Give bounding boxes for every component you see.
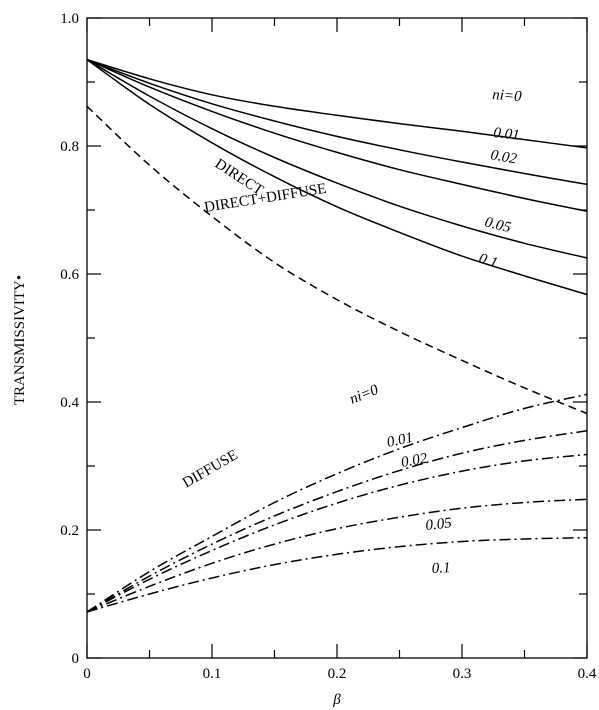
plot-frame — [86, 17, 588, 659]
series-line-5 — [86, 105, 588, 415]
series-line-4 — [86, 58, 588, 296]
series-line-2 — [86, 58, 588, 213]
label-005-diffuse: 0.05 — [425, 515, 453, 534]
x-tick-label: 0.3 — [453, 666, 472, 682]
y-axis-title: TRANSMISSIVITY• — [12, 275, 28, 405]
label-direct: DIRECT — [212, 156, 266, 199]
label-002-diffuse: 0.02 — [400, 451, 429, 471]
label-01-total: 0.1 — [477, 251, 500, 272]
y-tick-label: 0 — [72, 651, 80, 667]
y-tick-label: 0.4 — [60, 395, 79, 411]
x-tick-label: 0 — [83, 666, 91, 682]
series-line-0 — [86, 58, 588, 149]
label-01-diffuse: 0.1 — [431, 560, 451, 577]
axis-ticks — [86, 17, 588, 659]
x-tick-label: 0.4 — [578, 666, 597, 682]
series-line-9 — [86, 498, 588, 613]
series-line-8 — [86, 453, 588, 613]
label-001-diffuse: 0.01 — [386, 430, 415, 451]
label-ni0-total: ni=0 — [492, 87, 523, 105]
label-002-total: 0.02 — [489, 147, 518, 167]
tick-labels: 0 0.1 0.2 0.3 0.4 0 0.2 0.4 0.6 0.8 1.0 — [60, 11, 597, 682]
curve-labels: DIRECT+DIFFUSEDIRECTDIFFUSEni=00.010.020… — [180, 87, 523, 577]
y-tick-label: 1.0 — [60, 11, 79, 27]
series-line-1 — [86, 58, 588, 186]
x-tick-label: 0.2 — [328, 666, 347, 682]
series-line-6 — [86, 393, 588, 613]
label-ni0-diffuse: ni=0 — [348, 382, 382, 408]
label-001-total: 0.01 — [493, 125, 521, 144]
y-tick-label: 0.2 — [60, 523, 79, 539]
x-axis-title: β — [332, 692, 341, 708]
x-tick-label: 0.1 — [203, 666, 222, 682]
curves — [86, 58, 588, 613]
label-diffuse: DIFFUSE — [180, 447, 241, 491]
label-005-total: 0.05 — [483, 214, 513, 236]
series-line-3 — [86, 58, 588, 259]
y-tick-label: 0.8 — [60, 139, 79, 155]
series-line-7 — [86, 430, 588, 613]
series-line-10 — [86, 536, 588, 613]
y-tick-label: 0.6 — [60, 267, 79, 283]
